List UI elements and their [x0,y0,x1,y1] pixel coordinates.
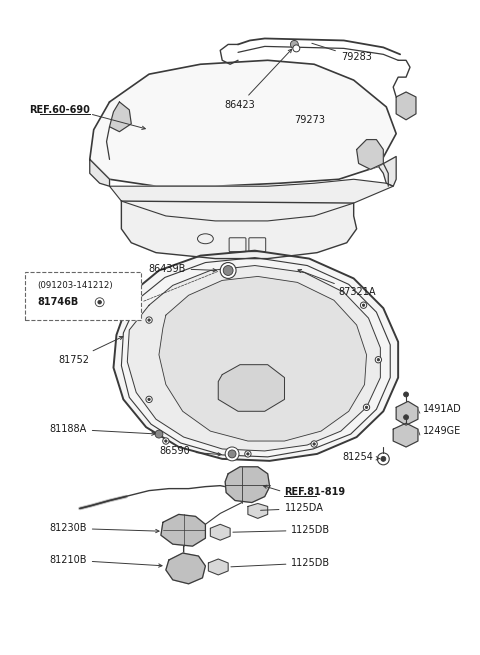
Polygon shape [396,402,418,425]
Polygon shape [109,179,393,221]
Circle shape [293,45,300,52]
Text: 1491AD: 1491AD [423,404,462,415]
Circle shape [148,319,150,321]
Polygon shape [90,60,396,186]
Text: 79273: 79273 [294,115,325,124]
Circle shape [363,404,370,411]
Text: 86423: 86423 [224,49,292,110]
Text: 81746B: 81746B [37,297,79,307]
Polygon shape [161,514,205,546]
Circle shape [375,356,382,363]
Circle shape [146,317,152,323]
Polygon shape [109,102,131,132]
Circle shape [365,406,368,409]
Polygon shape [393,423,418,447]
Circle shape [404,392,408,397]
Text: 1125DB: 1125DB [231,558,331,568]
Polygon shape [225,467,270,502]
Text: 81230B: 81230B [49,523,159,533]
Polygon shape [210,524,230,540]
Polygon shape [90,159,109,186]
Text: 1125DA: 1125DA [261,504,324,514]
Polygon shape [378,157,396,186]
Circle shape [313,443,315,445]
Circle shape [377,453,389,465]
Polygon shape [113,251,398,461]
Polygon shape [218,365,285,411]
Circle shape [360,302,367,309]
Circle shape [148,398,150,401]
Circle shape [381,457,386,461]
Circle shape [290,41,298,48]
Circle shape [155,430,163,438]
Text: 81752: 81752 [59,337,123,365]
Circle shape [223,265,233,276]
Polygon shape [208,559,228,575]
Circle shape [311,441,317,447]
Circle shape [163,438,169,444]
Text: 86439B: 86439B [148,263,216,274]
Text: (091203-141212): (091203-141212) [37,281,113,290]
Polygon shape [166,553,205,584]
Text: 86590: 86590 [160,446,221,456]
Text: 1249GE: 1249GE [423,426,461,436]
Text: 81188A: 81188A [49,424,155,436]
Circle shape [165,440,167,442]
Circle shape [228,450,236,458]
Text: 1125DB: 1125DB [233,525,331,535]
Polygon shape [121,201,357,259]
Circle shape [377,358,380,361]
Circle shape [247,453,249,455]
Circle shape [146,396,152,403]
Text: 81210B: 81210B [49,555,162,567]
Circle shape [98,301,101,304]
FancyBboxPatch shape [24,272,141,320]
Polygon shape [126,293,139,310]
Circle shape [245,451,251,457]
Circle shape [362,304,365,307]
Circle shape [404,415,408,420]
Polygon shape [396,92,416,120]
Text: REF.60-690: REF.60-690 [29,105,90,115]
Polygon shape [127,265,380,451]
Circle shape [225,447,239,461]
Circle shape [95,298,104,307]
Polygon shape [357,140,384,170]
Text: 87321A: 87321A [298,269,376,297]
Polygon shape [248,504,268,518]
Text: 81254: 81254 [343,452,380,462]
Circle shape [220,263,236,278]
Text: 79283: 79283 [312,43,372,62]
Text: REF.81-819: REF.81-819 [285,487,346,496]
Polygon shape [159,276,367,441]
